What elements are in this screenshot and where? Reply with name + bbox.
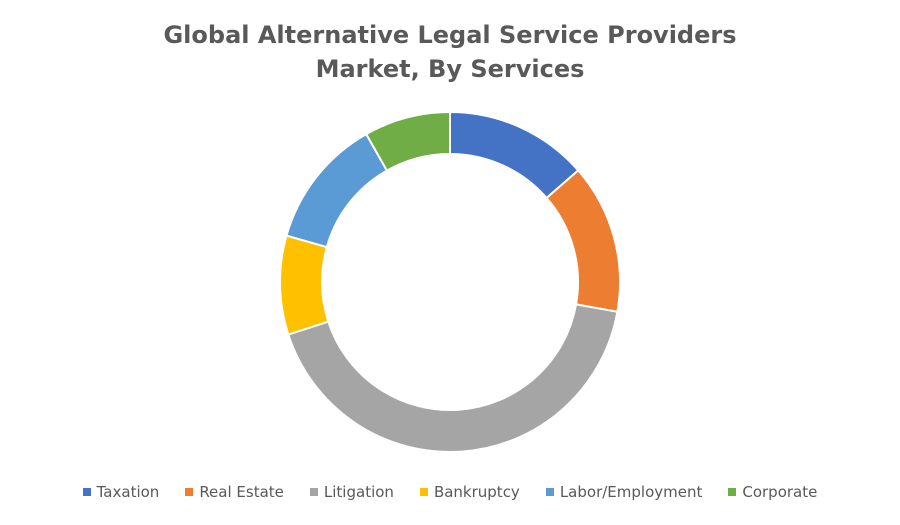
donut-segment <box>279 234 330 336</box>
legend-swatch <box>185 488 194 496</box>
legend-item: Bankruptcy <box>419 483 520 501</box>
legend-item: Real Estate <box>185 483 284 501</box>
legend: Taxation Real Estate Litigation Bankruptcy L… <box>0 483 900 501</box>
legend-swatch <box>728 488 737 496</box>
legend-label: Taxation <box>96 483 160 501</box>
legend-item: Taxation <box>82 483 160 501</box>
legend-swatch <box>82 488 91 496</box>
legend-swatch <box>419 488 428 496</box>
chart <box>279 110 621 453</box>
legend-item: Labor/Employment <box>545 483 703 501</box>
legend-swatch <box>309 488 318 496</box>
donut-segment <box>285 132 389 249</box>
legend-label: Corporate <box>742 483 818 501</box>
donut-segment <box>449 110 580 200</box>
legend-label: Labor/Employment <box>559 483 703 501</box>
legend-item: Litigation <box>309 483 394 501</box>
legend-label: Real Estate <box>199 483 284 501</box>
donut-segment <box>364 110 451 172</box>
chart-title: Global Alternative Legal Service Provide… <box>163 21 737 83</box>
legend-swatch <box>545 488 554 496</box>
legend-item: Corporate <box>728 483 817 501</box>
donut-segment <box>287 303 619 453</box>
legend-label: Litigation <box>323 483 394 501</box>
donut-segment <box>545 168 621 313</box>
legend-label: Bankruptcy <box>433 483 520 501</box>
